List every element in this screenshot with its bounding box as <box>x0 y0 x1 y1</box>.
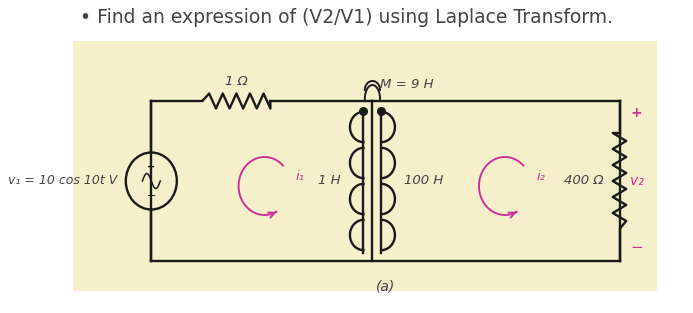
Text: −: − <box>630 239 643 254</box>
Text: v₂: v₂ <box>630 174 644 188</box>
Text: 1 H: 1 H <box>318 175 341 187</box>
Text: −: − <box>147 191 156 201</box>
Text: M = 9 H: M = 9 H <box>380 78 433 91</box>
Text: (a): (a) <box>376 279 395 293</box>
Text: i₁: i₁ <box>296 170 305 182</box>
Text: 400 Ω: 400 Ω <box>564 175 604 187</box>
FancyBboxPatch shape <box>73 41 657 291</box>
Text: 100 H: 100 H <box>404 175 444 187</box>
Text: +: + <box>147 162 155 172</box>
Text: • Find an expression of (V2/V1) using Laplace Transform.: • Find an expression of (V2/V1) using La… <box>80 8 613 27</box>
Text: 1 Ω: 1 Ω <box>225 75 247 88</box>
Text: v₁ = 10 cos 10t V: v₁ = 10 cos 10t V <box>8 175 117 187</box>
Text: +: + <box>630 106 642 120</box>
Text: i₂: i₂ <box>536 170 545 182</box>
